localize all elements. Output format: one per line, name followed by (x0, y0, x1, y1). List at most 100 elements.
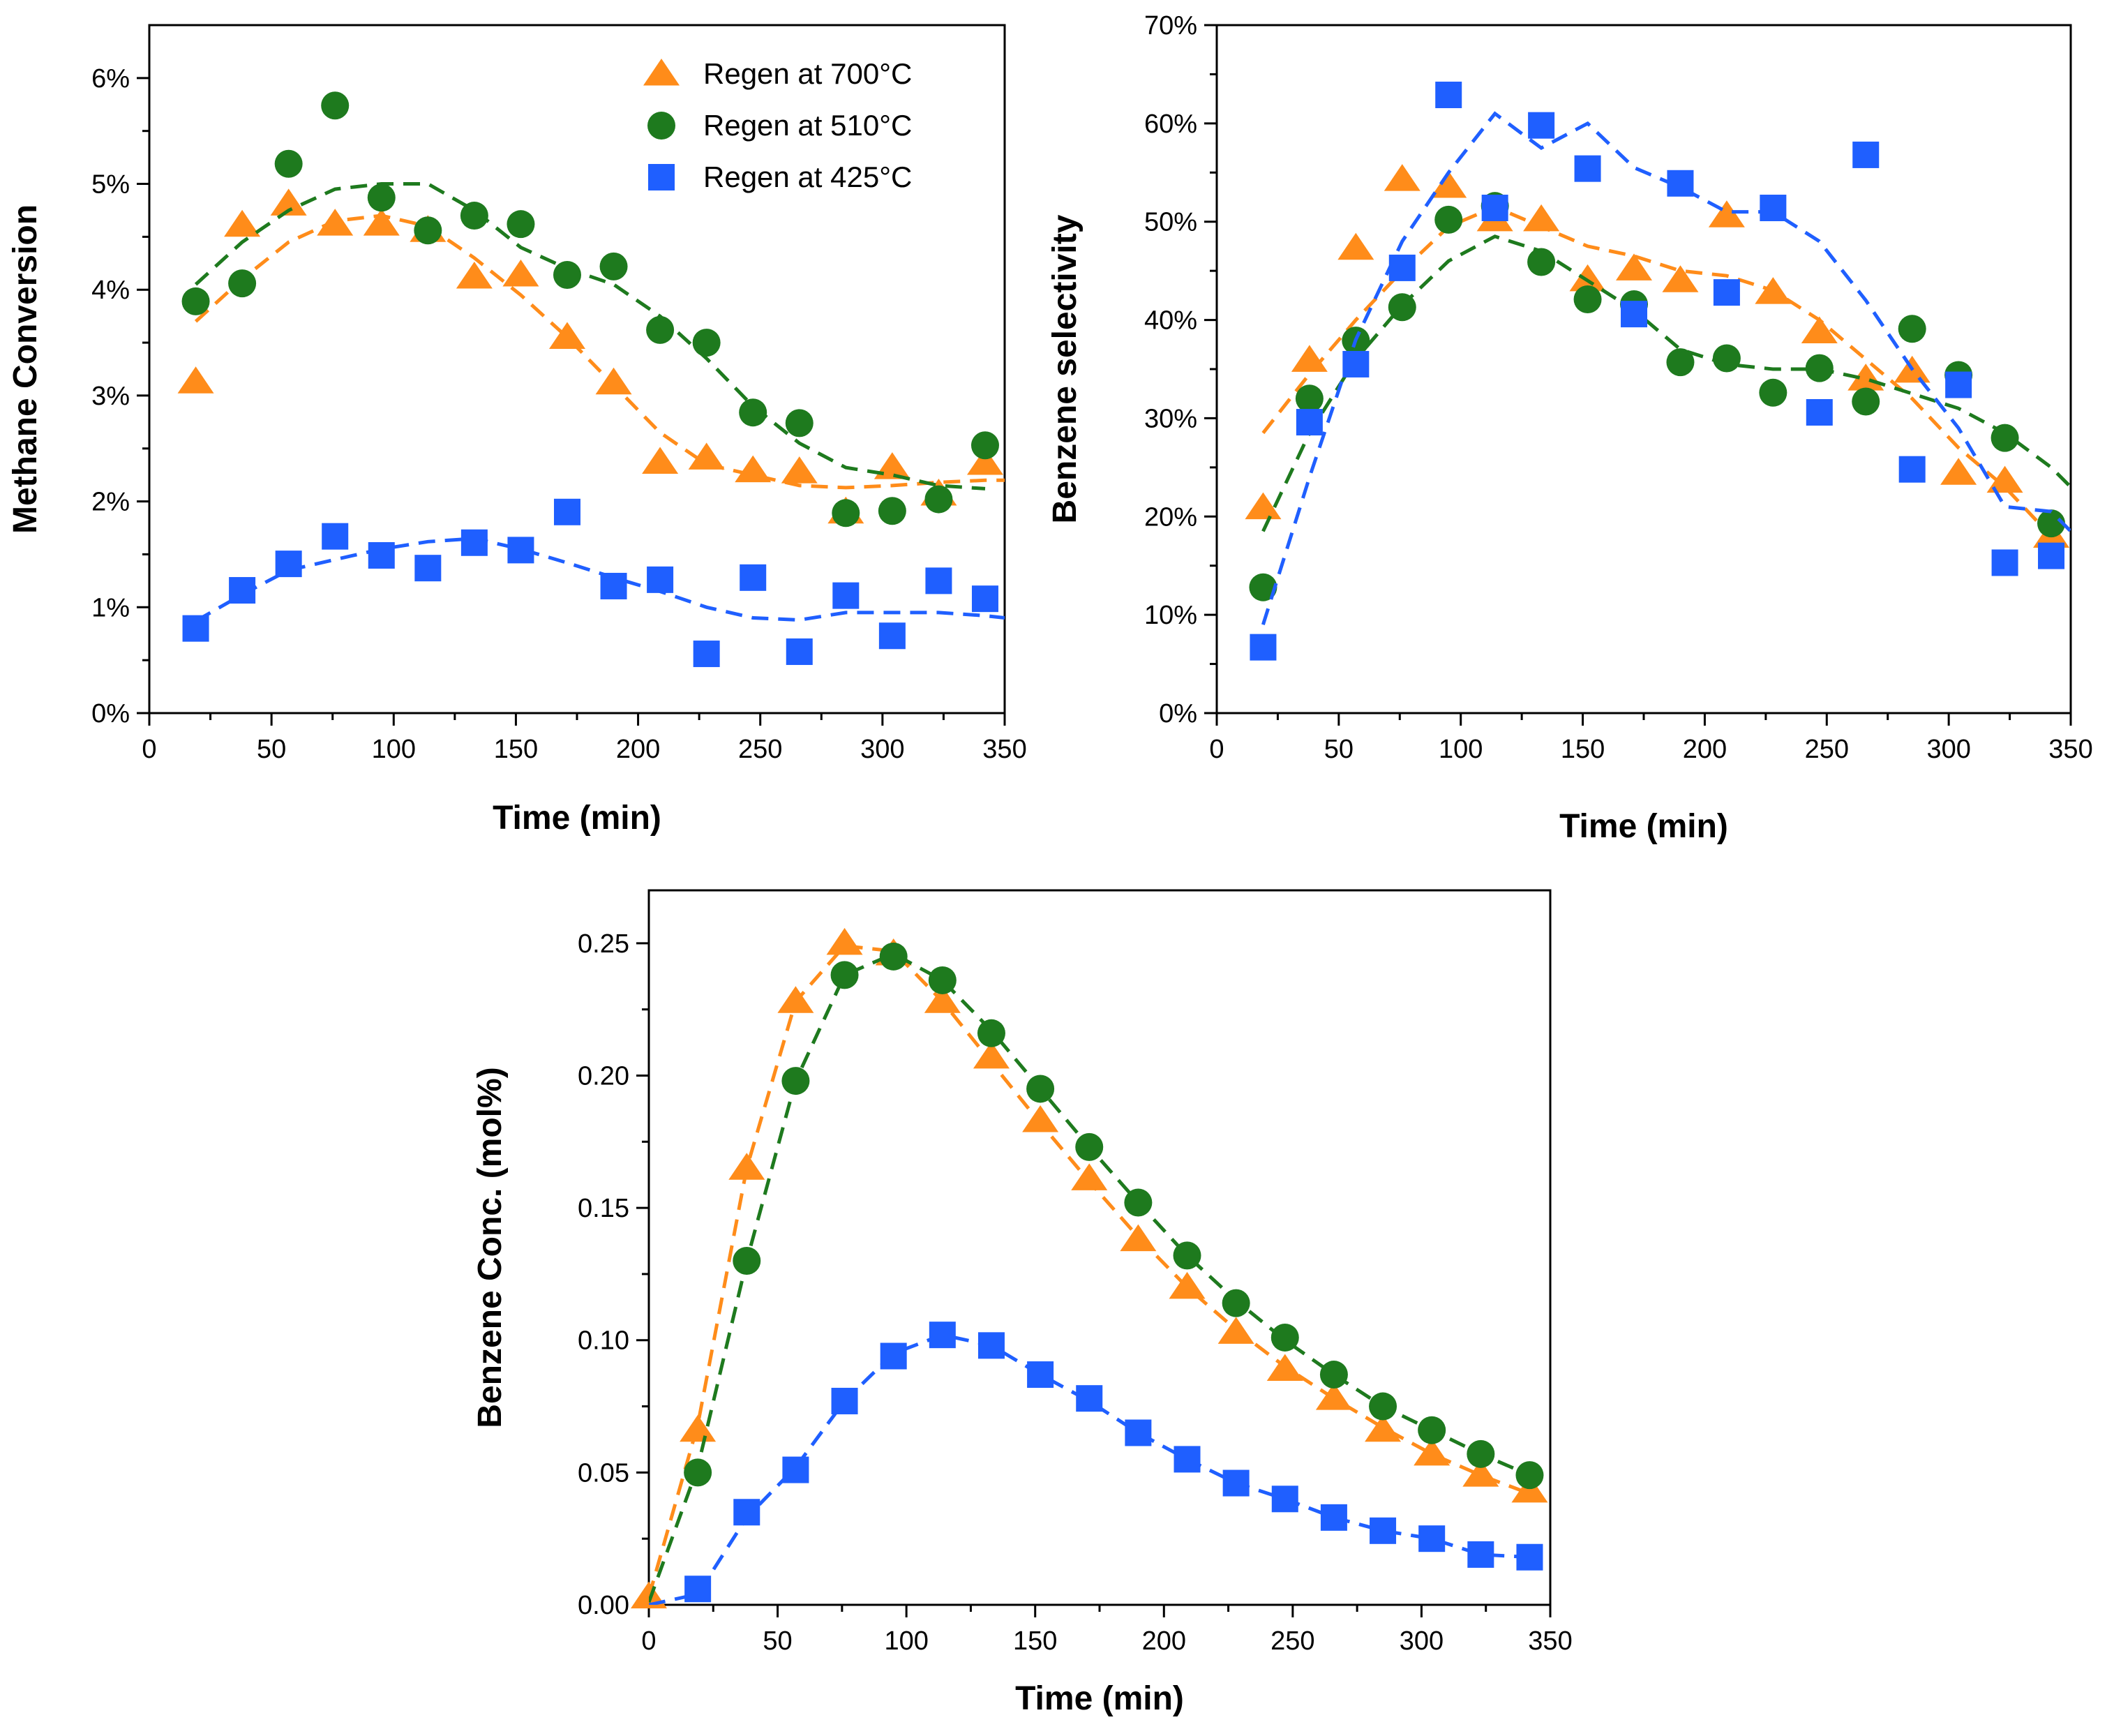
y-tick-label: 2% (91, 488, 130, 517)
data-point-square (786, 638, 813, 666)
data-point-square (507, 537, 534, 564)
data-point-triangle (1708, 200, 1745, 227)
legend-label: Regen at 700°C (703, 57, 912, 90)
y-tick-label: 20% (1144, 502, 1197, 532)
data-point-circle (832, 499, 860, 527)
data-point-circle (228, 269, 257, 298)
data-point-circle (1666, 348, 1695, 377)
x-tick-label: 150 (1013, 1626, 1057, 1656)
y-tick-label: 0% (91, 699, 130, 728)
data-point-square (733, 1499, 760, 1526)
x-tick-label: 200 (1683, 735, 1727, 764)
data-point-triangle (317, 209, 354, 236)
methane-conversion-panel: 0 50 100 150 200 250 300 350 0% 1% 2% 3% 4% 5% 6% Time … (7, 24, 1027, 837)
data-point-circle (1418, 1416, 1446, 1444)
data-point-square (1076, 1385, 1103, 1412)
data-point-square (1250, 634, 1277, 661)
data-point-square (971, 585, 998, 613)
data-point-circle (1467, 1439, 1495, 1468)
data-point-circle (1852, 387, 1880, 416)
data-point-circle (1222, 1289, 1250, 1317)
x-tick-label: 0 (142, 735, 156, 764)
data-point-circle (781, 1067, 810, 1095)
data-point-square (831, 1387, 858, 1414)
x-tick-label: 350 (2048, 735, 2092, 764)
data-point-square (1945, 371, 1972, 398)
data-point-circle (878, 497, 906, 525)
data-point-triangle (456, 262, 493, 289)
series-circle (1249, 192, 2071, 601)
x-tick-label: 200 (1142, 1626, 1186, 1656)
data-point-triangle (1169, 1271, 1206, 1299)
data-point-circle (1805, 354, 1834, 382)
data-point-square (977, 1332, 1005, 1359)
data-point-triangle (1940, 458, 1977, 485)
data-point-triangle (874, 452, 910, 479)
fit-line (649, 943, 1531, 1598)
data-point-square (460, 529, 488, 556)
data-point-circle (507, 210, 535, 239)
data-point-circle (599, 252, 628, 280)
data-point-circle (1173, 1241, 1201, 1270)
data-point-triangle (1801, 316, 1838, 343)
y-tick-label: 6% (91, 64, 130, 93)
data-point-circle (928, 966, 957, 994)
fit-line (1261, 204, 2053, 538)
data-point-square (878, 622, 906, 650)
y-tick-label: 50% (1144, 208, 1197, 237)
legend-marker-circle (647, 112, 675, 140)
data-point-square (1852, 141, 1880, 168)
data-point-triangle (1430, 171, 1467, 198)
data-point-triangle (1384, 164, 1420, 191)
y-tick-label: 1% (91, 593, 130, 622)
x-axis-title: Time (min) (1015, 1680, 1184, 1717)
data-point-triangle (777, 986, 814, 1013)
y-tick-label: 0.15 (578, 1194, 629, 1223)
data-point-circle (181, 287, 210, 315)
x-tick-label: 100 (1439, 735, 1483, 764)
data-point-square (929, 1322, 956, 1349)
benzene-selectivity-panel: 0 50 100 150 200 250 300 350 0% 10% 20% 30% 40% 50% 60… (1047, 11, 2093, 845)
data-point-circle (879, 942, 908, 971)
data-point-triangle (728, 1153, 765, 1180)
data-point-square (1271, 1486, 1298, 1513)
data-point-square (1388, 254, 1416, 281)
data-point-circle (692, 329, 721, 357)
data-point-triangle (270, 188, 307, 216)
data-point-triangle (781, 456, 818, 484)
y-tick-label: 40% (1144, 306, 1197, 336)
data-point-square (275, 551, 302, 578)
data-point-triangle (1462, 1460, 1499, 1487)
fit-line (649, 1333, 1530, 1605)
legend-label: Regen at 425°C (703, 160, 912, 193)
data-point-triangle (1120, 1224, 1157, 1252)
y-tick-label: 0.00 (578, 1591, 629, 1620)
data-point-square (1528, 112, 1555, 139)
legend-marker-square (648, 164, 675, 190)
data-point-square (1667, 170, 1694, 197)
data-point-triangle (1511, 1475, 1548, 1503)
data-point-circle (924, 485, 953, 514)
y-tick-label: 0.25 (578, 929, 629, 959)
data-point-square (925, 567, 952, 594)
y-axis-title: Methane Conversion (7, 204, 44, 534)
data-point-triangle (1847, 364, 1884, 391)
data-point-triangle (177, 366, 214, 394)
data-point-triangle (1337, 232, 1374, 260)
data-point-square (1342, 350, 1370, 377)
data-point-triangle (1291, 345, 1328, 372)
data-point-triangle (1071, 1163, 1108, 1190)
data-point-circle (646, 315, 675, 344)
data-point-circle (1295, 384, 1324, 413)
data-point-triangle (688, 442, 725, 470)
y-tick-label: 0.20 (578, 1061, 629, 1091)
y-tick-label: 60% (1144, 110, 1197, 139)
x-tick-label: 200 (616, 735, 660, 764)
data-point-circle (977, 1019, 1005, 1047)
legend-label: Regen at 510°C (703, 109, 912, 142)
data-point-triangle (1755, 277, 1792, 304)
data-point-circle (414, 216, 442, 245)
data-point-square (1125, 1419, 1152, 1446)
data-point-square (182, 615, 209, 642)
data-point-square (1418, 1525, 1446, 1552)
